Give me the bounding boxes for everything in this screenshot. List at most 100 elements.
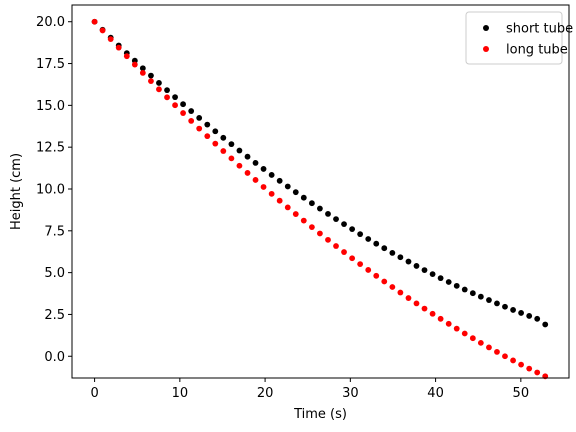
- data-point-long-tube: [220, 148, 227, 154]
- data-point-short-tube: [373, 240, 380, 247]
- data-point-short-tube: [236, 147, 243, 154]
- data-point-short-tube: [180, 101, 186, 108]
- data-point-long-tube: [373, 272, 380, 279]
- data-point-short-tube: [518, 310, 524, 316]
- data-point-short-tube: [292, 189, 299, 196]
- legend-marker-long-tube: [483, 46, 489, 52]
- data-point-long-tube: [510, 357, 516, 364]
- data-point-short-tube: [300, 194, 307, 201]
- data-point-short-tube: [526, 313, 533, 319]
- y-tick-label: 2.5: [44, 308, 65, 323]
- data-point-short-tube: [188, 108, 195, 114]
- data-point-long-tube: [437, 315, 444, 322]
- data-point-long-tube: [357, 261, 364, 267]
- data-point-long-tube: [300, 217, 307, 224]
- data-point-short-tube: [148, 72, 154, 79]
- data-point-short-tube: [357, 231, 364, 238]
- data-point-long-tube: [534, 369, 541, 376]
- data-point-long-tube: [236, 162, 243, 169]
- y-tick-label: 0.0: [44, 350, 65, 365]
- data-point-short-tube: [381, 245, 388, 252]
- data-point-short-tube: [268, 172, 275, 178]
- data-point-long-tube: [405, 295, 412, 301]
- data-point-long-tube: [325, 236, 331, 243]
- data-point-long-tube: [308, 224, 315, 231]
- y-tick-label: 17.5: [36, 57, 65, 72]
- data-point-short-tube: [365, 236, 372, 242]
- data-point-short-tube: [164, 87, 170, 94]
- data-point-long-tube: [91, 18, 98, 25]
- data-point-short-tube: [429, 271, 436, 278]
- y-tick-label: 15.0: [36, 99, 65, 114]
- data-point-long-tube: [397, 289, 404, 296]
- data-point-long-tube: [260, 184, 267, 190]
- data-point-short-tube: [461, 286, 468, 293]
- data-point-short-tube: [486, 297, 492, 303]
- data-point-short-tube: [341, 221, 347, 228]
- data-point-short-tube: [156, 80, 162, 86]
- data-point-long-tube: [228, 155, 235, 162]
- data-point-short-tube: [212, 128, 219, 135]
- data-point-short-tube: [325, 211, 331, 217]
- data-point-long-tube: [469, 335, 476, 342]
- data-point-short-tube: [510, 307, 516, 313]
- data-point-short-tube: [349, 226, 356, 233]
- data-point-short-tube: [397, 254, 404, 261]
- y-tick-label: 7.5: [44, 224, 65, 239]
- data-point-long-tube: [172, 102, 178, 109]
- data-point-long-tube: [317, 230, 323, 237]
- axes-frame: [71, 4, 570, 379]
- data-point-long-tube: [445, 320, 452, 327]
- legend-label-long-tube: long tube: [506, 43, 568, 58]
- data-point-short-tube: [333, 216, 339, 223]
- data-point-long-tube: [123, 53, 130, 60]
- x-axis-ticks: 0 10 20 30 40 50: [90, 378, 529, 401]
- data-point-short-tube: [196, 115, 203, 121]
- data-point-short-tube: [276, 177, 283, 184]
- y-tick-label: 12.5: [36, 141, 65, 156]
- data-point-short-tube: [139, 65, 146, 72]
- y-axis-label: Height (cm): [9, 153, 24, 230]
- data-point-short-tube: [220, 134, 227, 141]
- data-point-long-tube: [212, 140, 219, 147]
- data-point-short-tube: [244, 153, 251, 160]
- data-point-long-tube: [365, 267, 372, 273]
- data-point-long-tube: [477, 339, 484, 346]
- data-point-long-tube: [333, 243, 339, 249]
- x-tick-label: 30: [342, 386, 359, 401]
- y-axis-ticks: 0.0 2.5 5.0 7.5 10.0 12.5 15.0 17.5 20.0: [36, 15, 72, 365]
- data-point-long-tube: [188, 118, 195, 124]
- data-point-long-tube: [349, 255, 356, 262]
- data-point-short-tube: [445, 279, 452, 285]
- data-point-long-tube: [107, 36, 114, 43]
- data-point-short-tube: [172, 94, 178, 101]
- data-point-long-tube: [518, 361, 524, 368]
- data-point-short-tube: [308, 200, 315, 207]
- legend: short tube long tube: [465, 11, 573, 65]
- data-point-long-tube: [252, 177, 259, 183]
- data-point-long-tube: [341, 249, 347, 255]
- data-point-long-tube: [413, 300, 420, 307]
- y-tick-label: 5.0: [44, 266, 65, 281]
- data-point-short-tube: [317, 205, 323, 212]
- data-point-short-tube: [405, 258, 412, 265]
- data-point-long-tube: [204, 133, 211, 140]
- data-point-long-tube: [164, 94, 170, 101]
- y-tick-label: 10.0: [36, 182, 65, 197]
- x-tick-label: 50: [513, 386, 530, 401]
- data-point-long-tube: [389, 284, 396, 290]
- data-point-long-tube: [494, 349, 500, 355]
- legend-marker-short-tube: [483, 25, 489, 31]
- data-point-long-tube: [461, 330, 468, 337]
- x-tick-label: 20: [257, 386, 274, 401]
- data-point-short-tube: [413, 263, 420, 269]
- x-axis-label: Time (s): [293, 407, 347, 422]
- data-point-long-tube: [429, 310, 436, 317]
- data-markers: [91, 18, 549, 380]
- data-point-long-tube: [486, 344, 492, 351]
- data-point-long-tube: [115, 44, 122, 51]
- data-point-short-tube: [421, 267, 428, 274]
- data-point-short-tube: [252, 160, 259, 166]
